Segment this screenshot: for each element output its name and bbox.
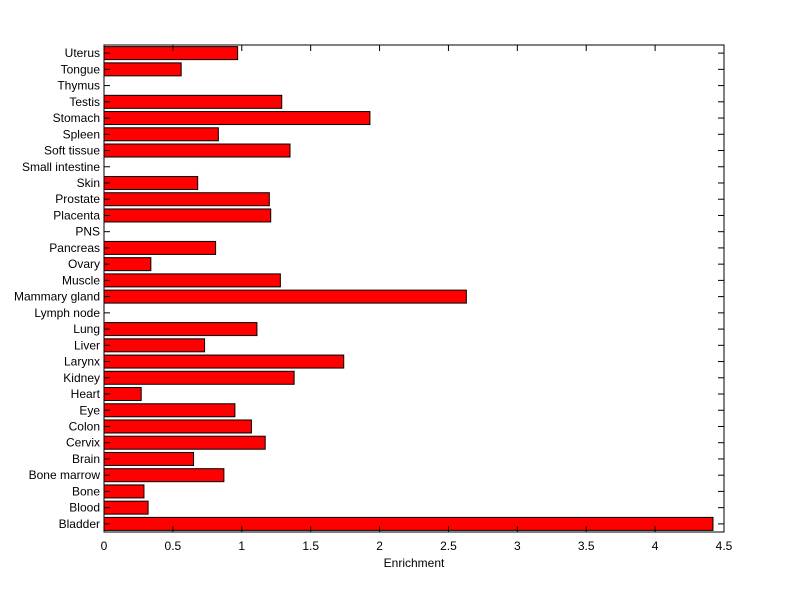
y-tick-label: Bone marrow — [29, 468, 101, 482]
bar-eye — [103, 403, 236, 418]
x-tick-label: 1.5 — [302, 539, 319, 553]
bar-testis — [103, 94, 283, 109]
bar-liver — [103, 338, 206, 353]
y-tick-label: PNS — [75, 225, 100, 239]
bar-colon — [103, 419, 252, 434]
y-tick-label: Muscle — [62, 273, 100, 287]
bar-kidney — [103, 370, 295, 385]
y-tick-label: Blood — [69, 501, 100, 515]
bar-spleen — [103, 127, 219, 142]
bar-brain — [103, 451, 195, 466]
y-tick-label: Liver — [74, 338, 100, 352]
bar-lung — [103, 322, 258, 337]
bar-stomach — [103, 111, 371, 126]
y-tick-label: Heart — [71, 387, 101, 401]
x-tick-label: 2.5 — [440, 539, 457, 553]
x-tick-label: 4.5 — [716, 539, 733, 553]
y-tick-label: Brain — [72, 452, 100, 466]
y-tick-label: Stomach — [53, 111, 100, 125]
bar-ovary — [103, 257, 152, 272]
y-tick-label: Tongue — [61, 62, 101, 76]
y-tick-label: Thymus — [57, 79, 100, 93]
bar-bone-marrow — [103, 468, 225, 483]
y-tick-label: Skin — [77, 176, 100, 190]
bar-pancreas — [103, 240, 217, 255]
x-tick-label: 1 — [238, 539, 245, 553]
bar-blood — [103, 500, 149, 515]
x-axis-label: Enrichment — [384, 556, 445, 570]
x-tick-label: 3 — [514, 539, 521, 553]
bar-soft-tissue — [103, 143, 291, 158]
x-tick-label: 2 — [376, 539, 383, 553]
y-tick-label: Uterus — [65, 46, 100, 60]
y-tick-label: Pancreas — [49, 241, 100, 255]
bar-prostate — [103, 192, 270, 207]
x-axis-ticks: 0 0.5 1 1.5 2 2.5 3 3.5 4 4.5 — [101, 45, 733, 553]
y-tick-label: Ovary — [68, 257, 100, 271]
y-tick-label: Kidney — [63, 371, 100, 385]
bar-placenta — [103, 208, 272, 223]
y-tick-label: Lymph node — [34, 306, 100, 320]
bar-larynx — [103, 354, 345, 369]
x-tick-label: 0.5 — [165, 539, 182, 553]
y-tick-label: Eye — [79, 403, 100, 417]
bar-skin — [103, 175, 199, 190]
y-tick-label: Testis — [69, 95, 100, 109]
y-tick-label: Bone — [72, 484, 100, 498]
y-axis-ticks: Bladder Blood Bone Bone marrow Brain Cervix Co… — [14, 46, 724, 531]
bar-muscle — [103, 273, 281, 288]
y-tick-label: Placenta — [53, 208, 100, 222]
x-tick-label: 4 — [652, 539, 659, 553]
bar-tongue — [103, 62, 182, 77]
bar-uterus — [103, 46, 239, 61]
bar-cervix — [103, 435, 266, 450]
y-tick-label: Soft tissue — [44, 144, 100, 158]
y-tick-label: Bladder — [59, 517, 100, 531]
y-tick-label: Colon — [69, 419, 100, 433]
plot-frame — [103, 44, 725, 533]
bar-bladder — [103, 516, 714, 531]
bar-mammary-gland — [103, 289, 467, 304]
x-tick-label: 3.5 — [578, 539, 595, 553]
y-tick-label: Small intestine — [22, 160, 100, 174]
y-tick-label: Prostate — [55, 192, 100, 206]
y-tick-label: Mammary gland — [14, 290, 100, 304]
y-tick-label: Larynx — [64, 355, 100, 369]
y-tick-label: Lung — [73, 322, 100, 336]
x-tick-label: 0 — [101, 539, 108, 553]
y-tick-label: Cervix — [66, 436, 100, 450]
y-tick-label: Spleen — [63, 127, 100, 141]
